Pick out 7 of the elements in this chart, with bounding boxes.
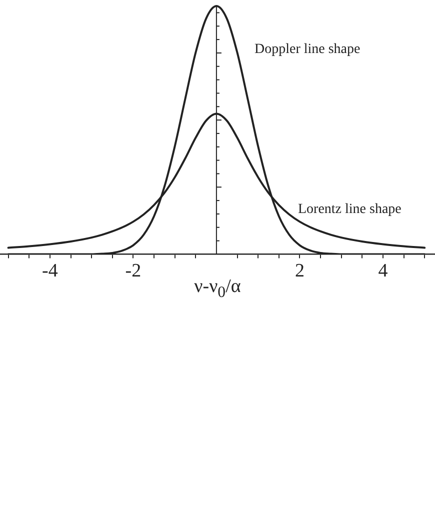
x-tick-label: -4 — [42, 260, 58, 282]
series-label: Lorentz line shape — [298, 202, 402, 218]
x-tick-label: 4 — [378, 260, 388, 282]
x-tick-label: -2 — [125, 260, 142, 282]
legend-label: Doppler line shape — [254, 42, 360, 58]
x-axis-title: ν-ν$_{0}$/α — [194, 276, 241, 301]
x-tick-label: 2 — [294, 260, 304, 282]
